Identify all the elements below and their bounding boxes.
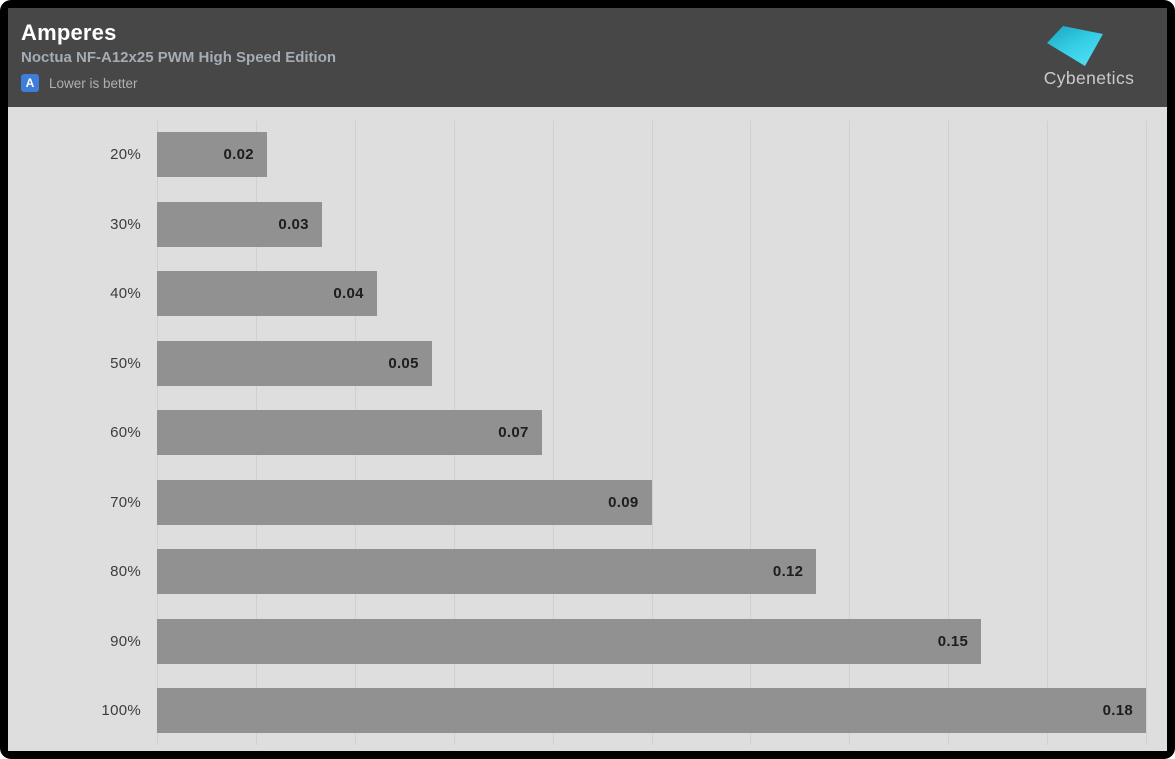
category-label: 80% xyxy=(110,563,141,581)
bar-row: 30% 0.03 xyxy=(8,190,1167,260)
category-label: 30% xyxy=(110,215,141,233)
bar: 0.07 xyxy=(157,410,542,456)
logo-wordmark: Cybenetics xyxy=(1044,68,1135,88)
rating-badge: A xyxy=(21,74,39,92)
category-label: 50% xyxy=(110,354,141,372)
bar-row: 50% 0.05 xyxy=(8,329,1167,399)
category-label: 40% xyxy=(110,285,141,303)
bar-row: 60% 0.07 xyxy=(8,398,1167,468)
bar-chart-plot-area: 20% 0.02 30% 0.03 40% 0.04 50% 0.05 60% 0.07 70% 0.… xyxy=(8,107,1167,751)
category-label: 60% xyxy=(110,424,141,442)
bar-row: 70% 0.09 xyxy=(8,468,1167,538)
category-label: 70% xyxy=(110,493,141,511)
value-label: 0.07 xyxy=(498,424,529,442)
gridline xyxy=(1047,121,1049,745)
lower-is-better-note: Lower is better xyxy=(49,75,138,91)
value-label: 0.04 xyxy=(333,285,364,303)
bar: 0.03 xyxy=(157,201,322,247)
gridline xyxy=(750,121,752,745)
bar-row: 40% 0.04 xyxy=(8,259,1167,329)
category-label: 100% xyxy=(101,702,141,720)
value-label: 0.02 xyxy=(223,146,254,164)
chart-title: Amperes xyxy=(21,20,117,45)
gridline xyxy=(948,121,950,745)
value-label: 0.03 xyxy=(278,215,309,233)
bar-row: 100% 0.18 xyxy=(8,676,1167,746)
bar-row: 20% 0.02 xyxy=(8,120,1167,190)
note-row: A Lower is better xyxy=(21,74,1167,92)
gridline xyxy=(651,121,653,745)
bar-row: 80% 0.12 xyxy=(8,537,1167,607)
chart-subtitle: Noctua NF-A12x25 PWM High Speed Edition xyxy=(21,49,337,66)
bar: 0.04 xyxy=(157,271,377,317)
value-label: 0.18 xyxy=(1102,702,1133,720)
bar: 0.15 xyxy=(157,618,982,664)
value-label: 0.09 xyxy=(608,493,639,511)
bar-row: 90% 0.15 xyxy=(8,607,1167,677)
value-label: 0.12 xyxy=(772,563,804,581)
bar: 0.18 xyxy=(157,688,1146,734)
gridline xyxy=(552,121,554,745)
gridline xyxy=(1146,121,1147,745)
category-label: 20% xyxy=(110,146,141,164)
bar: 0.09 xyxy=(157,479,652,525)
gridline xyxy=(849,121,851,745)
cybenetics-logo: Cybenetics xyxy=(1044,26,1135,88)
bar-rows: 20% 0.02 30% 0.03 40% 0.04 50% 0.05 60% 0.07 70% 0.… xyxy=(8,120,1167,746)
bar: 0.12 xyxy=(157,549,817,595)
value-label: 0.05 xyxy=(388,354,419,372)
chart-header: Amperes Noctua NF-A12x25 PWM High Speed … xyxy=(8,8,1167,107)
value-label: 0.15 xyxy=(937,632,969,650)
logo-parallelogram-icon xyxy=(1047,26,1103,66)
bar: 0.05 xyxy=(157,340,432,386)
category-label: 90% xyxy=(110,632,141,650)
card-inner: Amperes Noctua NF-A12x25 PWM High Speed … xyxy=(8,8,1167,751)
bar: 0.02 xyxy=(157,132,267,178)
